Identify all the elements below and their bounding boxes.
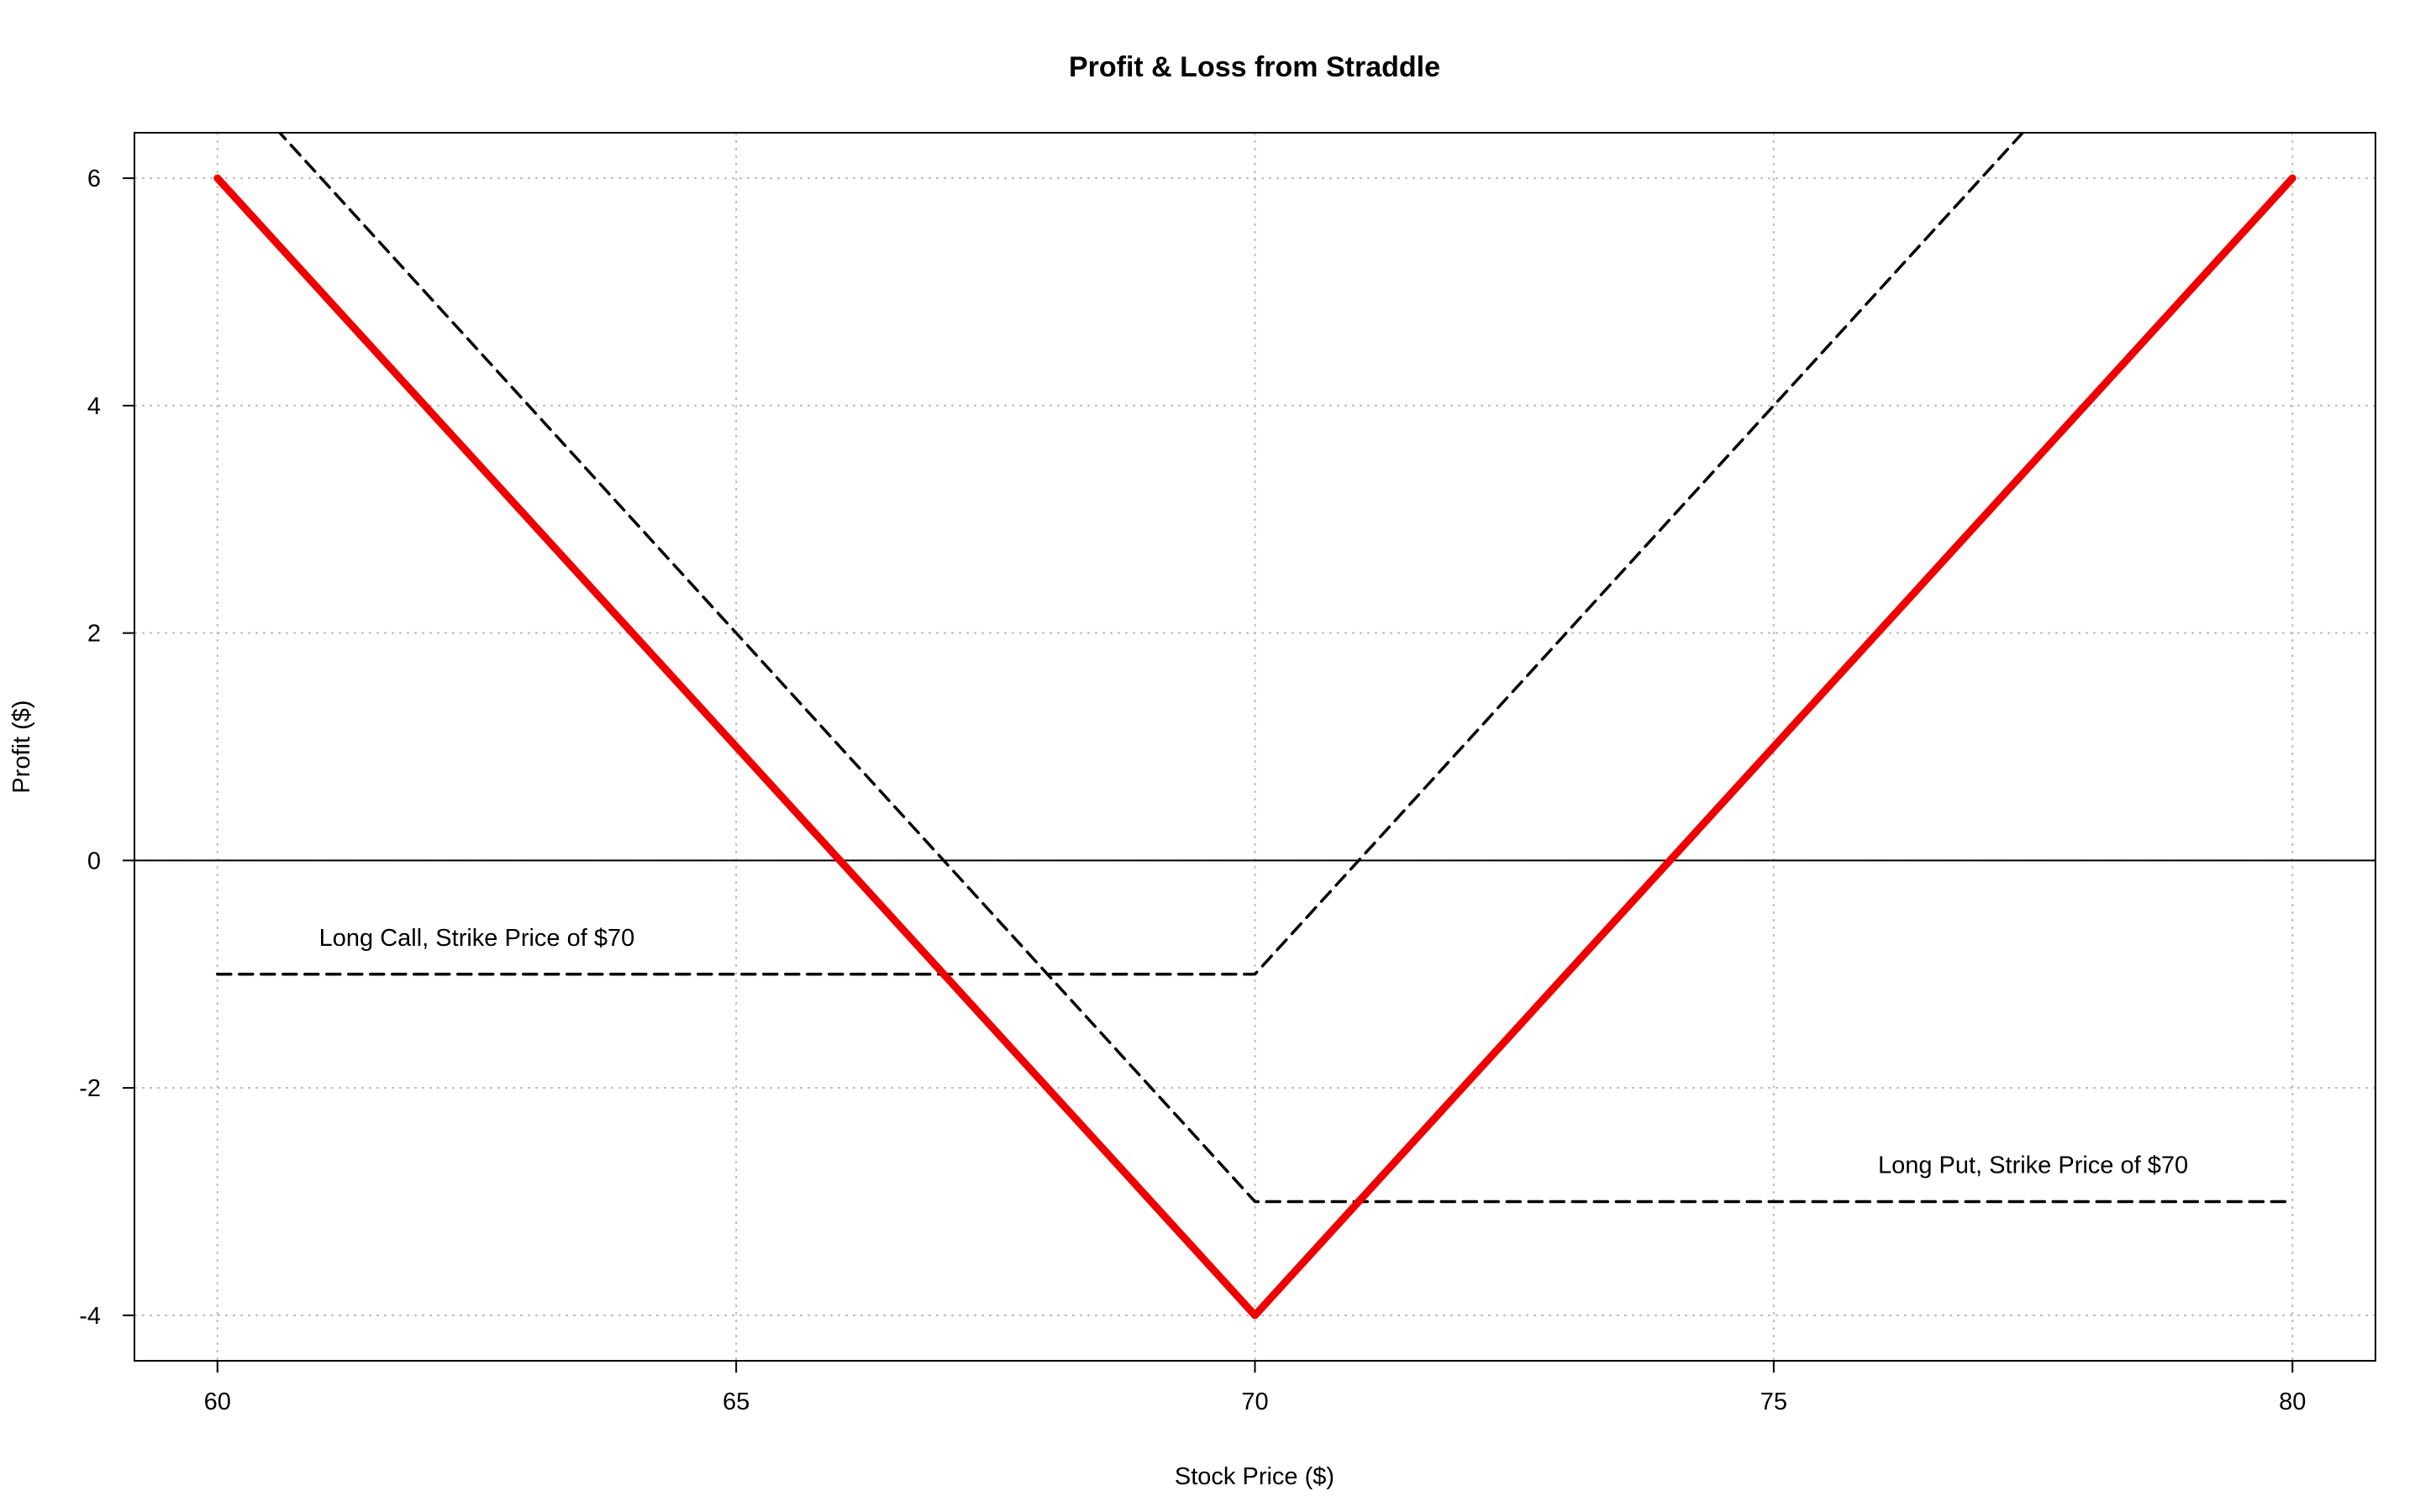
x-tick-label: 60: [204, 1389, 231, 1415]
y-tick-label: 2: [87, 621, 101, 648]
x-axis-label: Stock Price ($): [1175, 1463, 1334, 1490]
y-tick-label: -2: [79, 1075, 101, 1102]
x-tick-label: 75: [1760, 1389, 1787, 1415]
straddle-profit-line: [213, 174, 2296, 1320]
x-tick-label: 70: [1241, 1389, 1268, 1415]
x-tick-label: 80: [2279, 1389, 2306, 1415]
annotations: Long Call, Strike Price of $70 Long Put, …: [319, 925, 2188, 1179]
x-tick-label: 65: [723, 1389, 750, 1415]
y-tick-label: 4: [87, 393, 101, 420]
chart-title: Profit & Loss from Straddle: [1069, 51, 1440, 83]
y-tick-label: -4: [79, 1303, 101, 1330]
y-tick-label: 0: [87, 848, 101, 874]
long-put-line: [277, 133, 2294, 1204]
long-call-label: Long Call, Strike Price of $70: [319, 925, 635, 952]
y-tick-label: 6: [87, 165, 101, 192]
y-axis-label: Profit ($): [8, 700, 35, 793]
y-axis: -4 -2 0 2 4 6: [79, 165, 134, 1330]
long-call-line: [216, 133, 2025, 976]
long-put-label: Long Put, Strike Price of $70: [1878, 1152, 2188, 1179]
plot-lines: [134, 133, 2375, 1320]
x-axis: 60 65 70 75 80: [204, 1361, 2306, 1415]
